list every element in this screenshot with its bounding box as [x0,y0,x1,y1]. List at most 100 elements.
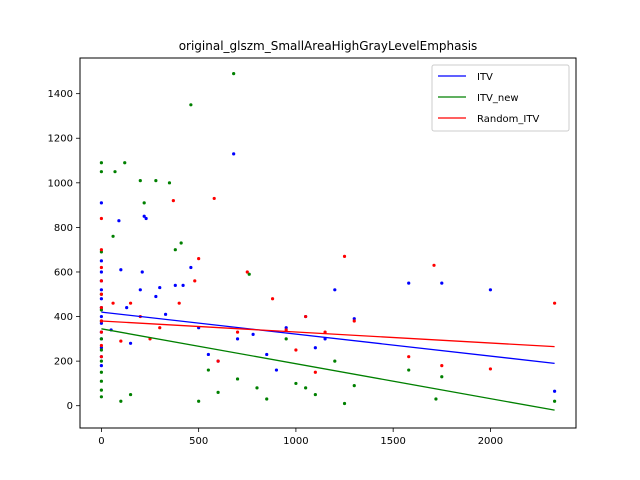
data-point [553,301,557,305]
x-tick-label: 2000 [478,436,503,447]
data-point [125,306,129,310]
data-point [111,301,115,305]
data-point [99,359,103,363]
data-point [163,312,168,316]
data-point [553,389,557,393]
data-point [128,341,133,345]
data-point [352,317,356,321]
data-point [304,386,308,390]
data-point [99,395,103,399]
data-point [99,330,103,334]
data-point [265,397,269,401]
legend-box [431,64,570,132]
data-point [216,390,220,394]
y-tick-label: 800 [54,223,73,234]
data-point [232,152,236,156]
data-point [99,161,103,165]
axis-layer: 0 500 1000 1500 2000 0 200 400 600 800 1000 1200 140… [48,89,504,447]
data-point [181,283,185,287]
data-point [434,397,438,401]
data-point [99,348,103,352]
data-point [99,250,103,254]
data-point [342,254,347,258]
data-point [342,401,347,406]
data-point [99,370,103,374]
data-point [99,355,103,359]
legend: ITV ITV_new Random_ITV [431,64,570,132]
data-point [173,283,177,287]
x-tick-label: 1500 [380,436,405,447]
data-point [138,288,142,292]
data-point [99,388,103,392]
data-point [189,103,193,107]
data-point [197,257,201,261]
data-point [99,170,103,174]
data-point [99,308,103,312]
data-point [284,326,288,330]
series-itv-new [99,72,557,406]
data-point [432,263,436,267]
data-point [488,288,493,292]
data-point [270,297,275,301]
data-point [154,294,158,299]
data-point [140,270,144,274]
data-point [99,259,103,263]
data-point [193,279,197,283]
data-point [284,328,288,332]
data-point [206,352,210,357]
data-point [232,72,236,76]
data-point [488,367,493,371]
data-point [206,368,210,372]
data-point [117,219,121,223]
data-point [323,330,327,334]
series-random-itv [99,196,557,374]
data-point [99,270,103,274]
y-tick-label: 1400 [48,89,73,100]
data-point [216,359,220,363]
data-point [313,392,317,397]
data-point [99,321,103,325]
data-point [119,339,123,343]
data-point [251,332,255,336]
data-point [294,381,298,386]
data-point [407,281,411,285]
data-point [158,285,162,290]
data-point [128,392,133,397]
data-point [99,363,103,368]
data-point [235,330,240,334]
data-point [99,216,103,221]
data-point [407,355,411,359]
data-point [99,306,103,310]
y-tick-label: 400 [54,312,73,323]
data-point [189,265,193,270]
data-point [407,368,411,372]
data-point [99,265,103,270]
x-tick-label: 0 [98,436,104,447]
data-point [99,201,103,205]
data-point [99,343,103,348]
data-point [138,178,142,183]
data-point [255,386,259,390]
data-point [167,181,172,185]
data-point [99,314,103,319]
data-point [111,234,115,238]
data-point [440,363,444,368]
fit-line-itv [101,311,555,365]
data-point [142,201,146,205]
data-point [235,377,240,381]
data-point [235,337,240,341]
data-point [99,337,103,341]
data-point [333,359,337,363]
data-point [99,346,103,350]
data-point [171,199,175,203]
legend-label: ITV_new [477,93,519,104]
data-point [144,216,148,221]
data-point [247,272,251,276]
data-point [99,288,103,292]
data-point [352,319,356,323]
plot-layer [99,72,557,411]
y-tick-label: 600 [54,267,73,278]
legend-label: Random_ITV [477,114,539,125]
y-tick-label: 1200 [48,134,73,145]
data-point [177,301,181,305]
